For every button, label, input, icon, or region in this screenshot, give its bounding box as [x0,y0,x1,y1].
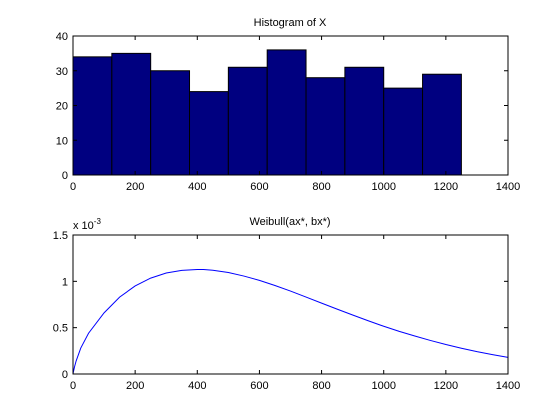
histogram-y-tick-label: 30 [56,66,68,78]
weibull-axes-box [72,234,509,375]
weibull-x-tick-label: 0 [70,380,76,392]
weibull-x-tick-label: 1200 [434,380,458,392]
histogram-bar [227,66,268,176]
histogram-bar [189,91,229,176]
histogram-bar [266,49,307,176]
histogram-axes-box [72,35,509,176]
weibull-x-tick-label: 800 [312,380,330,392]
histogram-x-tick-label: 400 [188,181,206,193]
weibull-x-tick-label: 1400 [496,380,520,392]
histogram-bars [72,49,462,176]
histogram-bar [344,66,385,176]
weibull-y-tick-label: 1 [62,276,68,288]
weibull-x-tick-label: 1000 [371,380,395,392]
weibull-plot-area [73,235,508,374]
histogram-x-tick-label: 600 [250,181,268,193]
histogram-y-tick-label: 20 [56,101,68,113]
weibull-y-exponent-label: x 10-3 [73,217,101,232]
histogram-axes: 0 200 400 600 800 1000 1200 1400 0 10 20 30 40 Histo… [56,17,520,193]
histogram-y-tick-label: 10 [56,135,68,147]
weibull-title: Weibull(ax*, bx*) [249,216,330,228]
histogram-x-tick-label: 1000 [371,181,395,193]
weibull-axes: 0 200 400 600 800 1000 1200 1400 0 0.5 1 1.5 Weibul… [53,216,521,392]
histogram-y-tick-label: 0 [62,170,68,182]
weibull-y-tick-label: 1.5 [53,230,68,242]
histogram-bar [422,73,462,176]
histogram-x-tick-label: 200 [126,181,144,193]
histogram-x-tick-label: 0 [70,181,76,193]
weibull-x-tick-label: 200 [126,380,144,392]
histogram-y-tick-label: 40 [56,31,68,43]
weibull-x-tick-label: 400 [188,380,206,392]
histogram-x-tick-label: 1200 [434,181,458,193]
weibull-y-tick-label: 0.5 [53,323,68,335]
histogram-bar [383,87,424,176]
weibull-x-tick-label: 600 [250,380,268,392]
weibull-y-exponent-power: -3 [94,217,102,226]
weibull-y-exponent-base: x 10 [73,220,94,232]
histogram-bar [150,70,191,176]
histogram-x-tick-label: 800 [312,181,330,193]
weibull-y-tick-label: 0 [62,369,68,381]
weibull-curve-line [72,268,509,375]
histogram-bar [111,52,152,176]
histogram-bar [305,77,346,176]
histogram-x-tick-label: 1400 [496,181,520,193]
histogram-title: Histogram of X [254,17,327,29]
weibull-ticks: 0 200 400 600 800 1000 1200 1400 0 0.5 1 1.5 [53,230,521,392]
histogram-bar [72,56,113,176]
